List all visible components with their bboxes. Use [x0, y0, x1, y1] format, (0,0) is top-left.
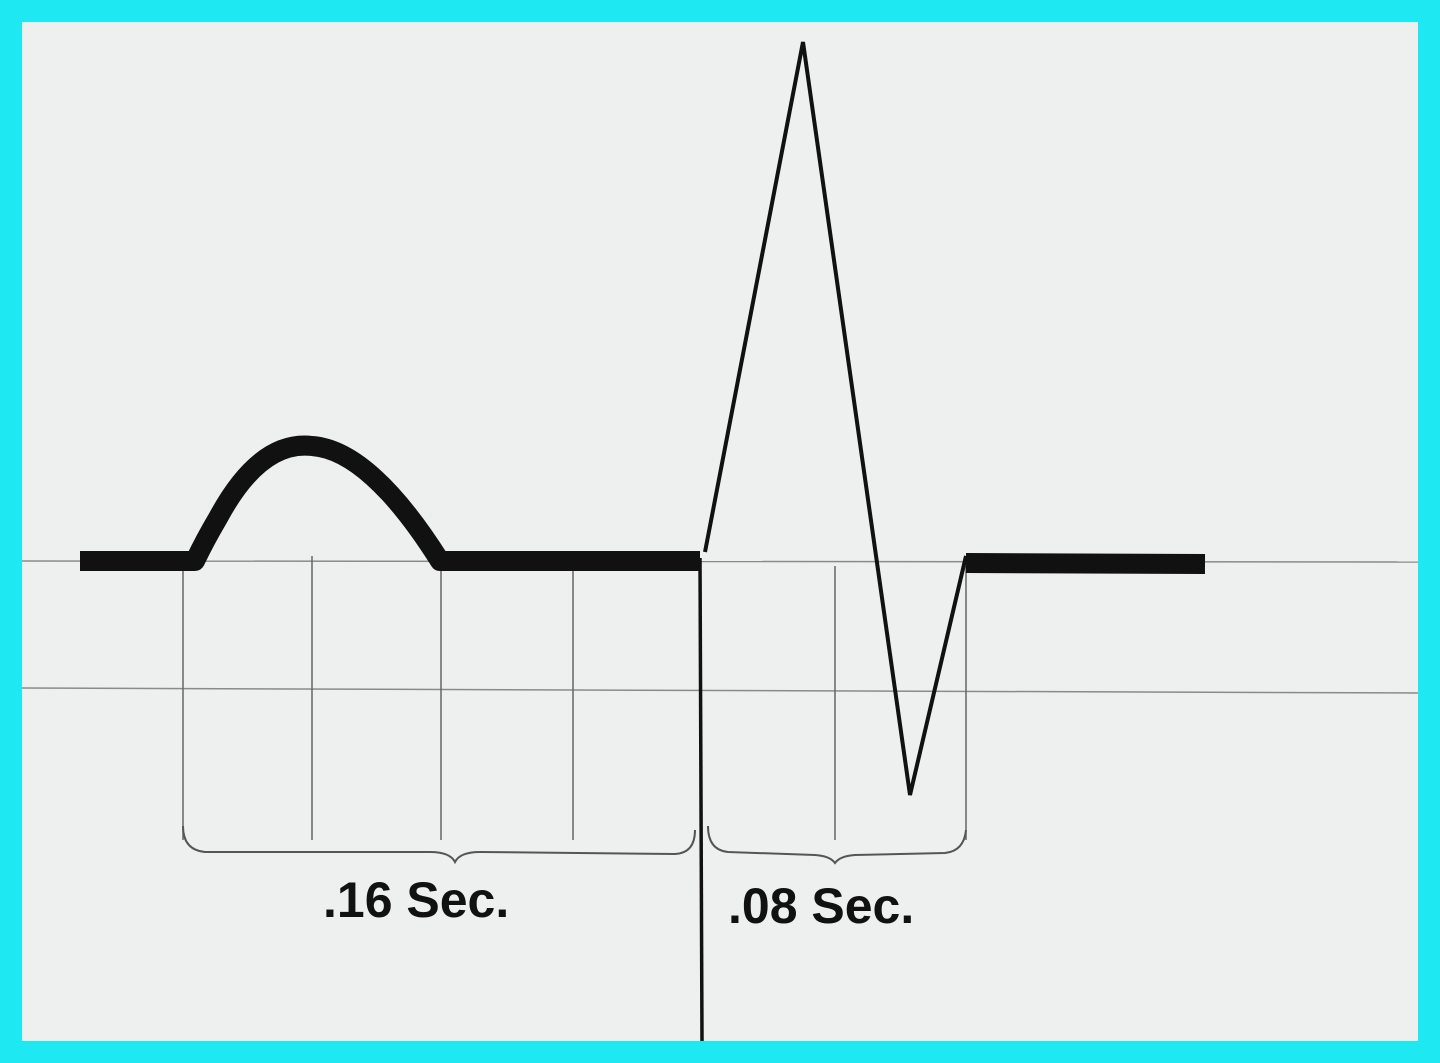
lower-gridline: [21, 687, 1419, 694]
diagram-paper: [22, 22, 1418, 1041]
p-wave-baseline: [80, 435, 700, 571]
center-divider-line: [698, 557, 704, 1042]
pr-interval-label: .16 Sec.: [323, 872, 509, 928]
pr-bracket: [182, 825, 696, 865]
qrs-complex: [703, 41, 968, 796]
qrs-interval-label: .08 Sec.: [728, 878, 914, 934]
pr-division-lines: [182, 556, 574, 840]
baseline-gridline: [21, 560, 1419, 563]
post-qrs-baseline: [965, 553, 1206, 574]
qrs-bracket: [707, 825, 967, 865]
qrs-division-lines: [834, 566, 967, 840]
